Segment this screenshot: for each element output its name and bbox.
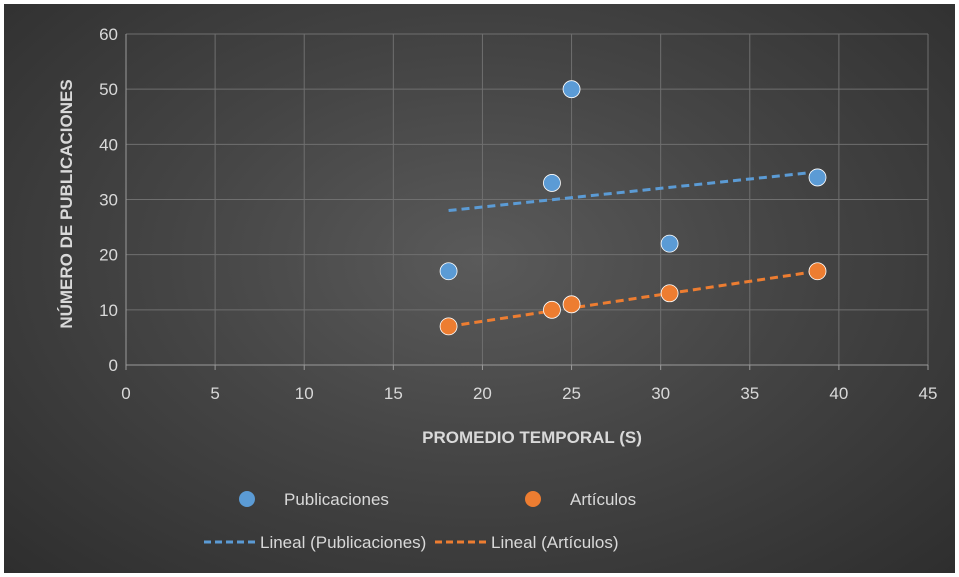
x-tick-label: 0 (121, 384, 130, 403)
axes (125, 34, 929, 370)
chart-frame: 0 10 20 30 40 50 60 0 5 10 15 20 25 30 35 40 45 PROMEDIO… (4, 4, 955, 573)
x-tick-label: 20 (473, 384, 492, 403)
y-tick-label: 0 (109, 356, 118, 375)
x-tick-label: 35 (740, 384, 759, 403)
data-points (439, 80, 827, 336)
x-tick-label: 40 (829, 384, 848, 403)
y-tick-label: 60 (99, 25, 118, 44)
tick-labels: 0 10 20 30 40 50 60 0 5 10 15 20 25 30 35 40 45 (99, 25, 937, 403)
legend-label: Lineal (Artículos) (491, 533, 619, 552)
x-tick-label: 45 (919, 384, 938, 403)
data-point (808, 168, 827, 187)
scatter-chart: 0 10 20 30 40 50 60 0 5 10 15 20 25 30 35 40 45 PROMEDIO… (57, 25, 937, 552)
x-tick-label: 15 (384, 384, 403, 403)
legend-marker (525, 491, 541, 507)
trendlines (448, 170, 818, 328)
legend-label: Artículos (570, 490, 636, 509)
y-tick-label: 40 (99, 135, 118, 154)
data-point (562, 295, 581, 314)
data-point (439, 317, 458, 336)
x-tick-label: 10 (295, 384, 314, 403)
x-axis-title: PROMEDIO TEMPORAL (S) (422, 428, 642, 447)
data-point (543, 174, 561, 192)
y-tick-label: 30 (99, 191, 118, 210)
y-axis-title: NÚMERO DE PUBLICACIONES (57, 79, 76, 328)
y-tick-label: 20 (99, 246, 118, 265)
data-point (660, 234, 679, 253)
legend: Publicaciones Artículos Lineal (Publicacio… (204, 490, 636, 552)
data-point (543, 300, 561, 319)
y-tick-label: 10 (99, 301, 118, 320)
legend-label: Publicaciones (284, 490, 389, 509)
legend-marker (239, 491, 255, 507)
data-point (660, 284, 679, 303)
legend-label: Lineal (Publicaciones) (260, 533, 426, 552)
x-tick-label: 5 (210, 384, 219, 403)
y-tick-label: 50 (99, 80, 118, 99)
x-tick-label: 25 (562, 384, 581, 403)
data-point (562, 80, 581, 99)
data-point (439, 262, 458, 281)
trendline (448, 269, 818, 328)
data-point (808, 262, 827, 281)
trendline (448, 170, 818, 213)
x-tick-label: 30 (651, 384, 670, 403)
